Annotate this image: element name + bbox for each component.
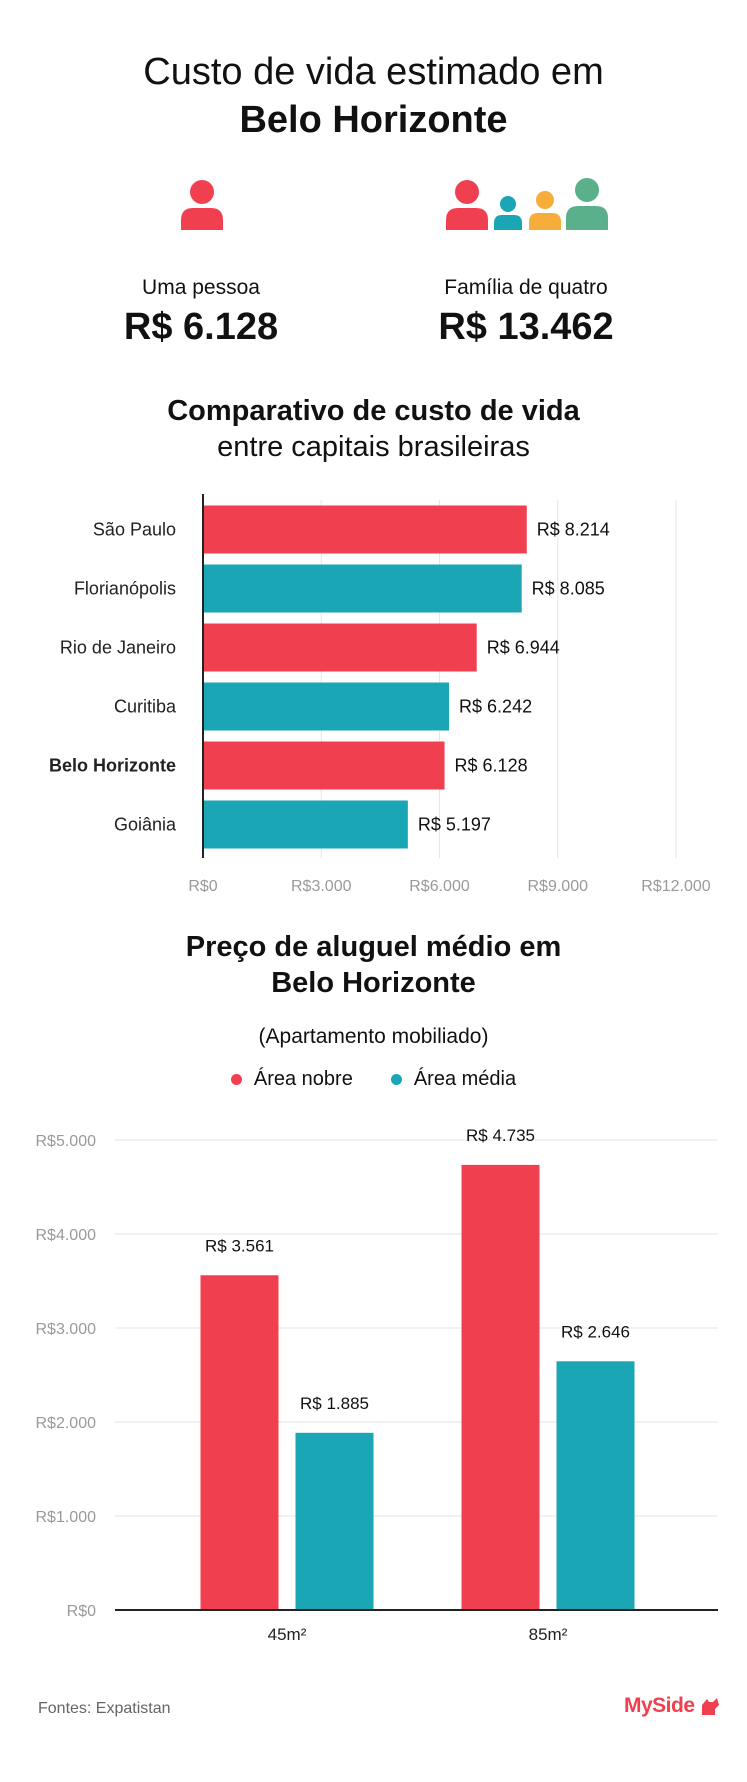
data-label: R$ 8.085: [532, 579, 605, 599]
legend-label: Área nobre: [253, 1068, 353, 1090]
family-father-icon: [446, 180, 488, 230]
data-label: R$ 6.242: [459, 697, 532, 717]
comparison-subtitle: entre capitais brasileiras: [217, 431, 530, 463]
y-tick-label: R$5.000: [36, 1133, 97, 1150]
data-label: R$ 2.646: [561, 1322, 630, 1341]
bar: [203, 800, 408, 849]
comparison-chart: R$0 R$3.000 R$6.000 R$9.000 R$12.000 São Paul…: [49, 494, 711, 895]
family-value: R$ 13.462: [438, 306, 614, 348]
y-tick-label: R$0: [67, 1603, 96, 1620]
y-tick-label: R$4.000: [36, 1227, 97, 1244]
x-tick-label: R$9.000: [528, 878, 589, 895]
y-tick-label: R$3.000: [36, 1321, 97, 1338]
data-label: R$ 6.944: [487, 638, 560, 658]
data-label: R$ 4.735: [466, 1126, 535, 1145]
category-label: 85m²: [529, 1625, 568, 1644]
bar: [203, 564, 522, 613]
brand-name: MySide: [624, 1694, 695, 1717]
category-label: São Paulo: [93, 520, 176, 540]
single-label: Uma pessoa: [142, 276, 260, 299]
comparison-title: Comparativo de custo de vida: [167, 395, 580, 427]
bar: [200, 1275, 279, 1610]
category-label: Rio de Janeiro: [60, 638, 176, 658]
y-tick-label: R$2.000: [36, 1415, 97, 1432]
category-label: Florianópolis: [74, 579, 176, 599]
data-label: R$ 8.214: [537, 520, 610, 540]
y-tick-label: R$1.000: [36, 1509, 97, 1526]
brand-logo: MySide: [624, 1694, 721, 1718]
category-label: Curitiba: [114, 697, 177, 717]
legend-item-area-media: Área média: [390, 1068, 517, 1091]
legend-dot-red: [230, 1074, 242, 1085]
legend-label: Área média: [413, 1068, 517, 1090]
family-child1-icon: [494, 196, 522, 230]
single-value: R$ 6.128: [123, 306, 279, 348]
family-mother-icon: [566, 178, 608, 230]
dog-icon: [701, 1698, 719, 1715]
data-label: R$ 3.561: [205, 1236, 274, 1255]
legend-dot-teal: [390, 1074, 402, 1085]
x-tick-label: R$12.000: [641, 878, 710, 895]
bar: [203, 682, 450, 731]
rent-legend: Área nobre Área média: [0, 1068, 747, 1091]
x-tick-label: R$3.000: [291, 878, 352, 895]
category-label: 45m²: [268, 1625, 307, 1644]
rent-title-city: Belo Horizonte: [271, 967, 476, 999]
person-icon: [181, 180, 223, 230]
bar: [556, 1361, 635, 1610]
rent-title: Preço de aluguel médio em: [185, 931, 562, 963]
bar: [461, 1164, 540, 1610]
legend-item-area-nobre: Área nobre: [230, 1068, 353, 1091]
data-label: R$ 5.197: [418, 815, 491, 835]
rent-chart: R$0 R$1.000 R$2.000 R$3.000 R$4.000 R$5.000 R$…: [36, 1126, 718, 1644]
category-label: Goiânia: [114, 815, 177, 835]
page-title: Custo de vida estimado em: [143, 51, 604, 93]
bar: [203, 741, 445, 790]
x-tick-label: R$0: [188, 878, 217, 895]
family-child2-icon: [529, 191, 561, 230]
page-title-city: Belo Horizonte: [239, 99, 508, 141]
data-label: R$ 1.885: [300, 1394, 369, 1413]
bar: [295, 1432, 374, 1610]
family-icon: [446, 178, 608, 230]
source-note: Fontes: Expatistan: [38, 1700, 171, 1717]
x-tick-label: R$6.000: [409, 878, 470, 895]
bar: [203, 623, 477, 672]
data-label: R$ 6.128: [455, 756, 528, 776]
family-label: Família de quatro: [444, 276, 608, 299]
category-label: Belo Horizonte: [49, 756, 176, 776]
bar: [203, 505, 527, 554]
rent-subtitle: (Apartamento mobiliado): [258, 1025, 489, 1048]
